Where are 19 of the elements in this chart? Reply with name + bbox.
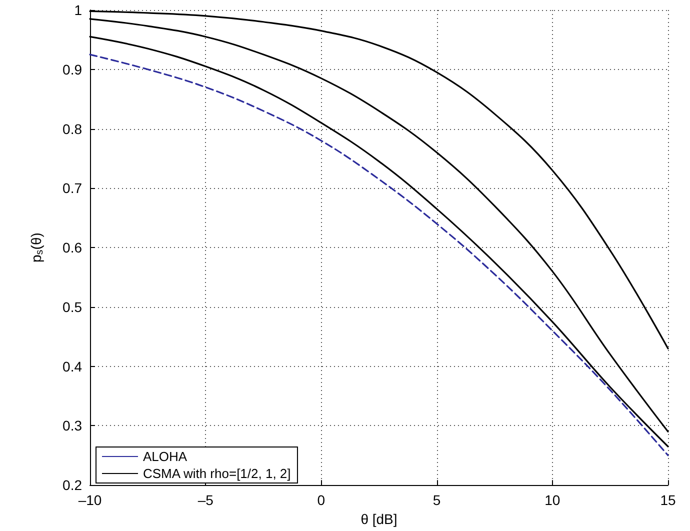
legend-label: CSMA with rho=[1/2, 1, 2] xyxy=(143,466,291,481)
x-tick-label: 15 xyxy=(660,492,676,508)
y-tick-label: 1 xyxy=(74,2,82,18)
y-tick-label: 0.2 xyxy=(62,477,82,494)
y-axis-title: ps(θ) xyxy=(28,232,46,263)
legend-label: ALOHA xyxy=(143,449,188,464)
y-tick-label: 0.7 xyxy=(62,180,82,196)
x-tick-label: 5 xyxy=(432,492,441,508)
x-tick-label: –10 xyxy=(78,492,102,508)
y-tick-label: 0.8 xyxy=(62,120,82,137)
x-tick-label: 10 xyxy=(544,492,560,508)
y-tick-label: 0.4 xyxy=(62,358,82,374)
y-tick-label: 0.5 xyxy=(62,298,82,315)
y-tick-label: 0.6 xyxy=(62,240,82,256)
x-tick-label: –5 xyxy=(198,492,214,508)
x-tick-label: 0 xyxy=(317,492,326,508)
y-tick-label: 0.9 xyxy=(62,61,82,78)
y-tick-label: 0.3 xyxy=(62,418,82,434)
x-axis-title: θ [dB] xyxy=(360,511,398,527)
